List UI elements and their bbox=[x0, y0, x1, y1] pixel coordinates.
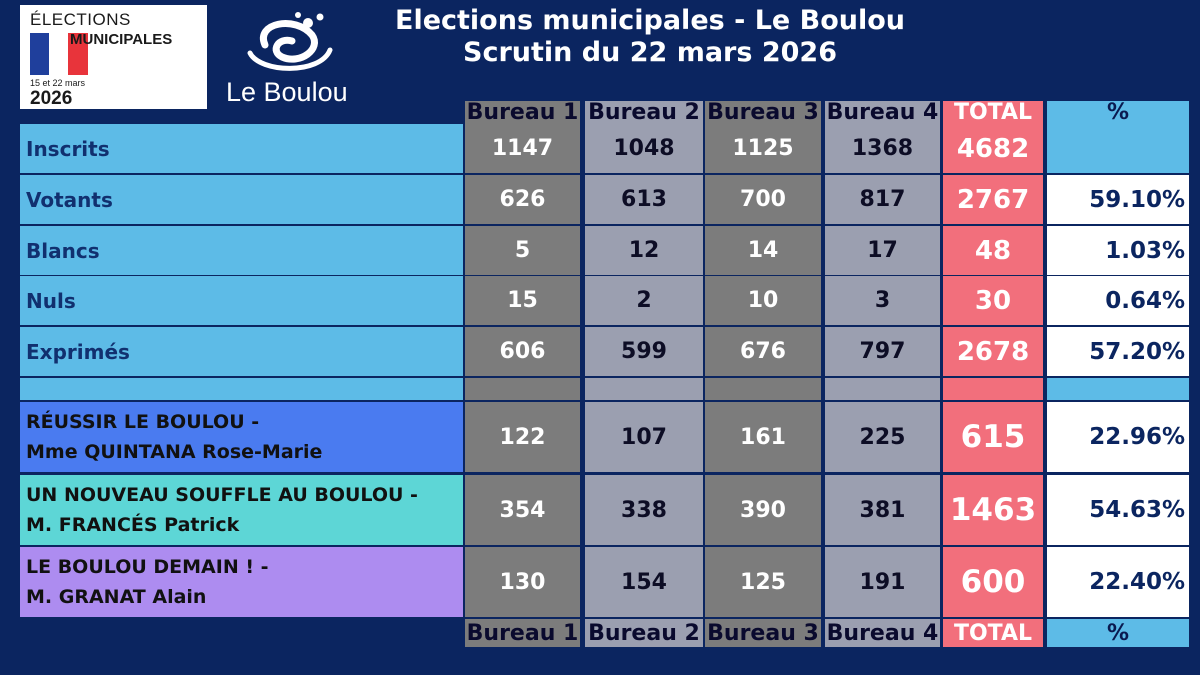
spacer-cell bbox=[465, 378, 580, 400]
le-boulou-logo: Le Boulou bbox=[220, 5, 360, 110]
stat-value: 1048 bbox=[585, 124, 703, 173]
candidate-percent: 22.40% bbox=[1047, 547, 1189, 617]
candidate-value: 338 bbox=[585, 475, 703, 545]
stat-value: 1368 bbox=[825, 124, 940, 173]
stat-percent: 0.64% bbox=[1047, 276, 1189, 325]
stat-value: 15 bbox=[465, 276, 580, 325]
stat-total: 2767 bbox=[943, 175, 1043, 224]
candidate-value: 225 bbox=[825, 402, 940, 472]
spacer-label bbox=[20, 378, 463, 400]
spacer-cell bbox=[943, 378, 1043, 400]
footer-bureau-3: Bureau 3 bbox=[705, 619, 821, 647]
stat-value: 17 bbox=[825, 226, 940, 275]
badge-dates: 15 et 22 mars bbox=[30, 78, 86, 88]
candidate-percent: 22.96% bbox=[1047, 402, 1189, 472]
stat-label: Exprimés bbox=[20, 327, 463, 376]
candidate-head-name: Mme QUINTANA Rose-Marie bbox=[26, 441, 323, 463]
stat-label: Inscrits bbox=[20, 124, 463, 173]
badge-year: 2026 bbox=[30, 88, 73, 109]
stat-value: 606 bbox=[465, 327, 580, 376]
stat-label: Votants bbox=[20, 175, 463, 224]
header-bureau-3: Bureau 3 bbox=[705, 100, 821, 125]
candidate-value: 125 bbox=[705, 547, 821, 617]
stat-value: 2 bbox=[585, 276, 703, 325]
french-flag-icon bbox=[30, 33, 88, 75]
stat-value: 10 bbox=[705, 276, 821, 325]
candidate-value: 130 bbox=[465, 547, 580, 617]
stat-value: 613 bbox=[585, 175, 703, 224]
footer-total: TOTAL bbox=[943, 619, 1043, 647]
candidate-value: 107 bbox=[585, 402, 703, 472]
stat-value: 12 bbox=[585, 226, 703, 275]
candidate-total: 1463 bbox=[943, 475, 1043, 545]
header-bureau-4: Bureau 4 bbox=[825, 100, 940, 125]
stat-total: 4682 bbox=[943, 124, 1043, 173]
candidate-total: 615 bbox=[943, 402, 1043, 472]
page-subtitle: Scrutin du 22 mars 2026 bbox=[463, 37, 837, 68]
candidate-percent: 54.63% bbox=[1047, 475, 1189, 545]
stat-value: 14 bbox=[705, 226, 821, 275]
stat-percent: 57.20% bbox=[1047, 327, 1189, 376]
stat-total: 48 bbox=[943, 226, 1043, 275]
candidate-label: LE BOULOU DEMAIN ! - M. GRANAT Alain bbox=[20, 547, 463, 617]
stat-percent: 1.03% bbox=[1047, 226, 1189, 275]
footer-bureau-1: Bureau 1 bbox=[465, 619, 580, 647]
candidate-head-name: M. GRANAT Alain bbox=[26, 586, 207, 608]
footer-percent: % bbox=[1047, 619, 1189, 647]
header-bureau-1: Bureau 1 bbox=[465, 100, 580, 125]
stat-percent: 59.10% bbox=[1047, 175, 1189, 224]
spacer-cell bbox=[825, 378, 940, 400]
spacer-cell bbox=[705, 378, 821, 400]
footer-bureau-4: Bureau 4 bbox=[825, 619, 940, 647]
stat-percent bbox=[1047, 124, 1189, 173]
candidate-value: 191 bbox=[825, 547, 940, 617]
footer-bureau-2: Bureau 2 bbox=[585, 619, 703, 647]
stat-value: 1125 bbox=[705, 124, 821, 173]
swirl-logo-icon bbox=[247, 12, 333, 71]
stat-value: 676 bbox=[705, 327, 821, 376]
badge-title: ÉLECTIONS bbox=[30, 10, 131, 29]
stat-value: 700 bbox=[705, 175, 821, 224]
header-bureau-2: Bureau 2 bbox=[585, 100, 703, 125]
candidate-total: 600 bbox=[943, 547, 1043, 617]
page-title: Elections municipales - Le Boulou bbox=[395, 5, 905, 36]
spacer-cell bbox=[585, 378, 703, 400]
stat-value: 5 bbox=[465, 226, 580, 275]
candidate-list-name: LE BOULOU DEMAIN ! - bbox=[26, 556, 269, 578]
candidate-value: 390 bbox=[705, 475, 821, 545]
logo-text: Le Boulou bbox=[226, 77, 348, 107]
stat-total: 30 bbox=[943, 276, 1043, 325]
candidate-list-name: UN NOUVEAU SOUFFLE AU BOULOU - bbox=[26, 484, 418, 506]
stat-value: 3 bbox=[825, 276, 940, 325]
candidate-value: 161 bbox=[705, 402, 821, 472]
badge-subtitle: MUNICIPALES bbox=[70, 31, 173, 48]
spacer-cell bbox=[1047, 378, 1189, 400]
stat-value: 599 bbox=[585, 327, 703, 376]
stat-total: 2678 bbox=[943, 327, 1043, 376]
candidate-list-name: RÉUSSIR LE BOULOU - bbox=[26, 411, 260, 433]
stat-value: 1147 bbox=[465, 124, 580, 173]
stat-label: Blancs bbox=[20, 226, 463, 275]
elections-badge: ÉLECTIONS MUNICIPALES 15 et 22 mars 2026 bbox=[20, 5, 207, 109]
candidate-label: UN NOUVEAU SOUFFLE AU BOULOU - M. FRANCÉS… bbox=[20, 475, 463, 545]
candidate-value: 154 bbox=[585, 547, 703, 617]
candidate-label: RÉUSSIR LE BOULOU - Mme QUINTANA Rose-Mar… bbox=[20, 402, 463, 472]
footer-bar bbox=[20, 619, 463, 647]
stat-value: 817 bbox=[825, 175, 940, 224]
candidate-value: 381 bbox=[825, 475, 940, 545]
stat-value: 797 bbox=[825, 327, 940, 376]
header-percent: % bbox=[1047, 100, 1189, 125]
stat-value: 626 bbox=[465, 175, 580, 224]
candidate-value: 122 bbox=[465, 402, 580, 472]
stat-label: Nuls bbox=[20, 276, 463, 325]
candidate-head-name: M. FRANCÉS Patrick bbox=[26, 514, 240, 536]
header-total: TOTAL bbox=[943, 100, 1043, 125]
candidate-value: 354 bbox=[465, 475, 580, 545]
